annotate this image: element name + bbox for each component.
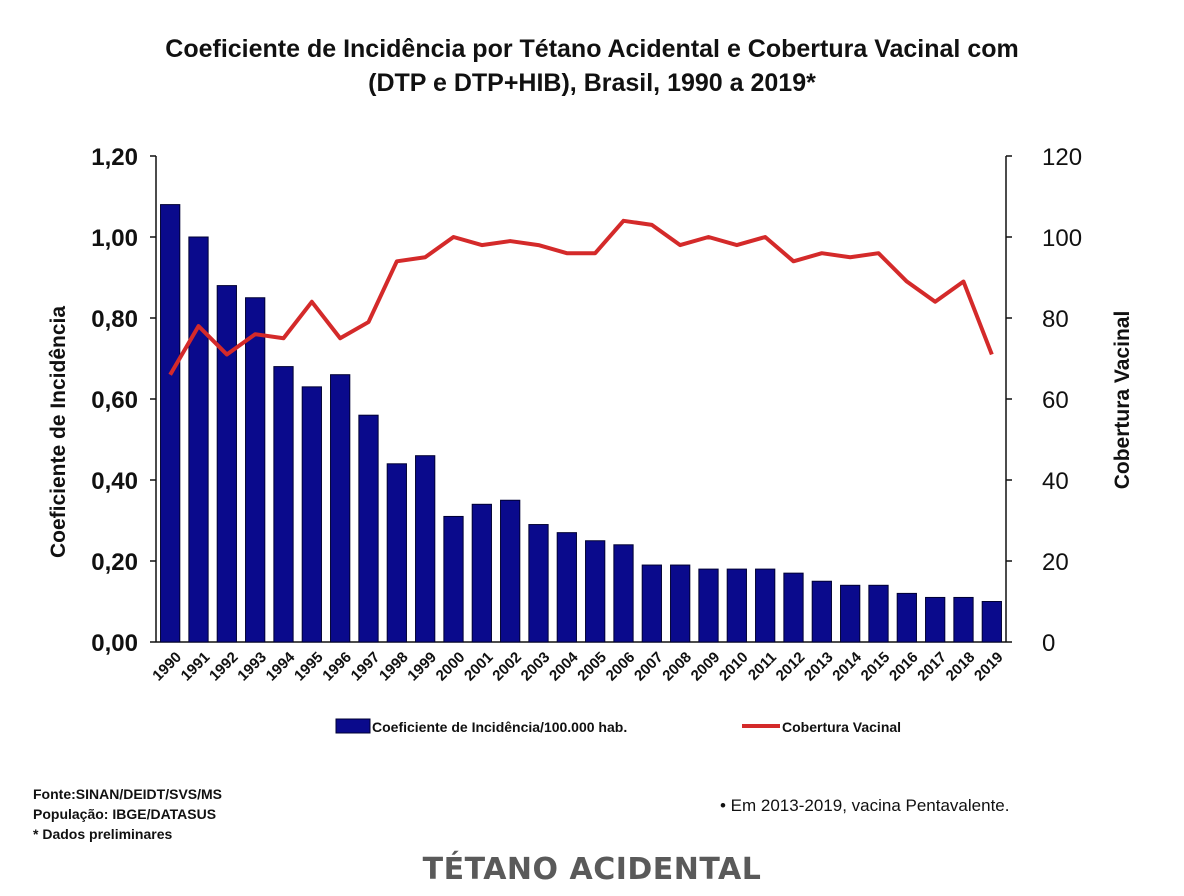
- bar-2006: [613, 544, 634, 643]
- bar-2010: [726, 568, 747, 643]
- x-tick-label: 1997: [348, 649, 384, 685]
- y-left-tick-label: 1,00: [91, 225, 138, 252]
- x-tick-label: 1994: [263, 648, 299, 684]
- x-tick-label: 2007: [631, 649, 667, 685]
- bar-2000: [443, 515, 464, 643]
- y-left-tick-label: 0,40: [91, 468, 138, 495]
- bar-2014: [840, 584, 861, 643]
- x-tick-label: 1993: [234, 649, 270, 685]
- x-tick-label: 2012: [773, 649, 809, 685]
- x-tick-label: 2003: [518, 649, 554, 685]
- x-tick-label: 2005: [574, 649, 610, 685]
- y-right-tick-label: 80: [1042, 306, 1069, 333]
- x-tick-label: 2017: [914, 649, 950, 685]
- y-right-tick-label: 40: [1042, 468, 1069, 495]
- bar-2005: [585, 540, 606, 643]
- source-line-2: População: IBGE/DATASUS: [33, 806, 217, 822]
- bar-2016: [896, 592, 917, 643]
- bar-1990: [160, 204, 181, 643]
- bar-1991: [188, 236, 209, 643]
- bar-1994: [273, 366, 294, 643]
- y-right-tick-label: 100: [1042, 225, 1082, 252]
- bar-1999: [415, 455, 436, 643]
- bar-1995: [301, 386, 322, 643]
- y-right-tick-label: 120: [1042, 144, 1082, 171]
- legend-line-label: Cobertura Vacinal: [782, 719, 901, 735]
- bar-2008: [670, 564, 691, 643]
- x-tick-label: 2006: [603, 649, 639, 685]
- source-line-1: Fonte:SINAN/DEIDT/SVS/MS: [33, 786, 223, 802]
- x-tick-label: 2001: [461, 649, 497, 685]
- x-tick-label: 1998: [376, 649, 412, 685]
- x-tick-label: 2013: [801, 649, 837, 685]
- y-left-tick-label: 0,80: [91, 306, 138, 333]
- bar-1997: [358, 414, 379, 643]
- y-right-tick-label: 60: [1042, 387, 1069, 414]
- legend-bar-label: Coeficiente de Incidência/100.000 hab.: [372, 719, 627, 735]
- footer-caption: TÉTANO ACIDENTAL: [422, 852, 762, 887]
- y-axis-left-label: Coeficiente de Incidência: [47, 305, 70, 559]
- bar-2015: [868, 584, 889, 643]
- x-tick-label: 2019: [971, 649, 1007, 685]
- x-tick-label: 1991: [178, 649, 214, 685]
- bar-2013: [811, 580, 832, 643]
- chart-canvas: 0,00 0,20 0,40 0,60 0,80 1,00 1,20 0 20 40 60 80 100…: [91, 144, 1082, 735]
- y-left-tick-label: 0,60: [91, 387, 138, 414]
- bar-2004: [556, 532, 577, 643]
- x-tick-label: 2014: [829, 648, 865, 684]
- x-tick-label: 2002: [489, 649, 525, 685]
- chart-title-line1: Coeficiente de Incidência por Tétano Aci…: [165, 35, 1019, 63]
- bar-2001: [471, 503, 492, 643]
- bar-2012: [783, 572, 804, 643]
- x-tick-label: 2011: [745, 649, 780, 684]
- y-left-tick-label: 0,20: [91, 549, 138, 576]
- bar-2009: [698, 568, 719, 643]
- bar-2017: [925, 596, 946, 643]
- x-tick-label: 1995: [291, 649, 327, 685]
- chart-title-line2: (DTP e DTP+HIB), Brasil, 1990 a 2019*: [368, 69, 816, 97]
- bar-1992: [216, 285, 237, 643]
- bar-2003: [528, 524, 549, 643]
- bar-1996: [330, 374, 351, 643]
- bar-2019: [981, 601, 1002, 643]
- bar-1993: [245, 297, 266, 643]
- bar-2007: [641, 564, 662, 643]
- vaccine-note: • Em 2013-2019, vacina Pentavalente.: [720, 796, 1010, 815]
- source-notes: Fonte:SINAN/DEIDT/SVS/MS População: IBGE…: [33, 784, 222, 844]
- bar-1998: [386, 463, 407, 643]
- chart-title: Coeficiente de Incidência por Tétano Aci…: [0, 32, 1184, 100]
- x-tick-label: 1992: [206, 649, 242, 685]
- line-cobertura-vacinal: [168, 218, 994, 376]
- y-axis-right-label: Cobertura Vacinal: [1111, 310, 1134, 490]
- x-tick-label: 2000: [433, 649, 469, 685]
- legend-bar-swatch: [335, 718, 371, 734]
- x-tick-label: 2018: [943, 649, 979, 685]
- y-right-tick-label: 20: [1042, 549, 1069, 576]
- bar-2018: [953, 596, 974, 643]
- x-tick-label: 2004: [546, 648, 582, 684]
- x-tick-label: 2010: [716, 649, 752, 685]
- x-tick-label: 2008: [659, 649, 695, 685]
- x-tick-label: 1990: [149, 649, 185, 685]
- x-tick-label: 2009: [688, 649, 724, 685]
- x-tick-label: 2015: [858, 649, 894, 685]
- x-tick-label: 1996: [319, 649, 355, 685]
- bar-2002: [500, 499, 521, 643]
- y-left-tick-label: 1,20: [91, 144, 138, 171]
- y-left-tick-label: 0,00: [91, 630, 138, 657]
- source-line-3: * Dados preliminares: [33, 826, 173, 842]
- bar-2011: [755, 568, 776, 643]
- x-tick-label: 1999: [404, 649, 440, 685]
- x-tick-label: 2016: [886, 649, 922, 685]
- y-right-tick-label: 0: [1042, 630, 1055, 657]
